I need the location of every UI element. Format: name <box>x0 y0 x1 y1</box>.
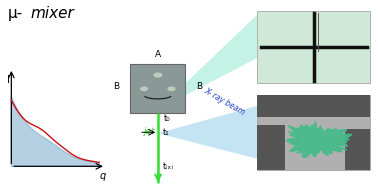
Polygon shape <box>158 15 257 110</box>
Text: X- ray beam: X- ray beam <box>202 87 246 117</box>
Circle shape <box>141 87 147 91</box>
Text: I: I <box>6 75 9 85</box>
FancyBboxPatch shape <box>257 94 370 117</box>
Polygon shape <box>11 97 99 166</box>
Text: t₀: t₀ <box>164 114 170 123</box>
Text: t₍ₓ₎: t₍ₓ₎ <box>163 163 174 172</box>
Text: B: B <box>197 82 203 91</box>
Text: mixer: mixer <box>30 6 74 21</box>
Polygon shape <box>158 106 257 159</box>
FancyBboxPatch shape <box>257 94 370 170</box>
FancyBboxPatch shape <box>130 64 185 113</box>
FancyBboxPatch shape <box>257 125 285 170</box>
Circle shape <box>154 73 162 77</box>
Text: B: B <box>113 82 119 91</box>
Text: A: A <box>155 50 161 59</box>
Polygon shape <box>286 122 352 157</box>
Circle shape <box>168 87 175 91</box>
Text: μ-: μ- <box>8 6 23 21</box>
Text: t₁: t₁ <box>163 128 170 137</box>
FancyBboxPatch shape <box>257 11 370 83</box>
Text: q: q <box>100 171 106 181</box>
Text: jet: jet <box>144 127 155 136</box>
FancyBboxPatch shape <box>345 129 370 170</box>
